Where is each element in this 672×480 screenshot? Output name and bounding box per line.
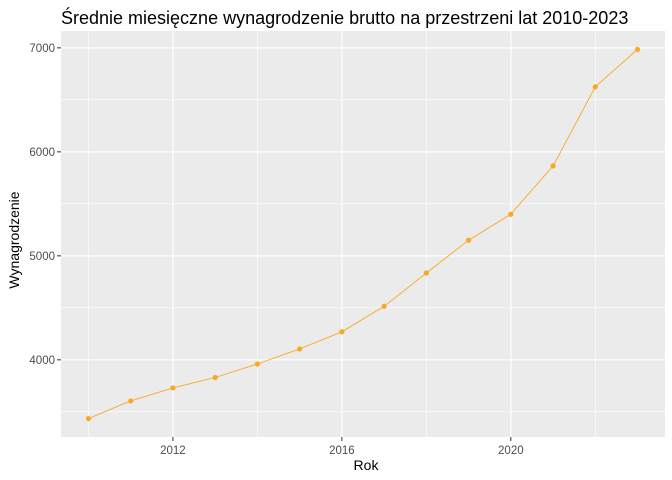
y-axis-ticks: 4000 5000 6000 7000: [29, 43, 61, 367]
minor-gridlines: [61, 31, 665, 437]
data-point: [254, 361, 261, 367]
data-point: [423, 270, 429, 276]
x-tick-label: 2012: [160, 445, 186, 457]
data-point: [465, 237, 472, 243]
data-points: [85, 46, 641, 422]
series-line: [88, 49, 638, 420]
data-point: [128, 398, 134, 404]
data-point: [212, 374, 218, 381]
series-line-group: [88, 49, 638, 420]
major-gridlines: [61, 31, 665, 437]
y-tick-label: 6000: [29, 147, 55, 159]
data-point: [381, 303, 387, 309]
x-tick-label: 2016: [329, 445, 355, 457]
data-point: [339, 329, 345, 335]
chart-title: Średnie miesięczne wynagrodzenie brutto …: [61, 7, 628, 28]
data-point: [85, 415, 92, 422]
data-point: [634, 46, 641, 53]
data-point: [592, 84, 598, 90]
data-point: [297, 346, 303, 352]
data-point: [170, 385, 176, 391]
y-tick-label: 7000: [29, 43, 55, 55]
data-point: [550, 163, 556, 169]
plot-panel: [61, 31, 665, 437]
y-tick-label: 4000: [29, 355, 55, 367]
x-axis-title: Rok: [354, 457, 380, 473]
y-axis-title: Wynagrodzenie: [6, 191, 22, 288]
x-axis-ticks: 2012 2016 2020: [160, 437, 524, 457]
data-point: [508, 211, 514, 217]
y-tick-label: 5000: [29, 251, 55, 263]
x-tick-label: 2020: [498, 445, 524, 457]
